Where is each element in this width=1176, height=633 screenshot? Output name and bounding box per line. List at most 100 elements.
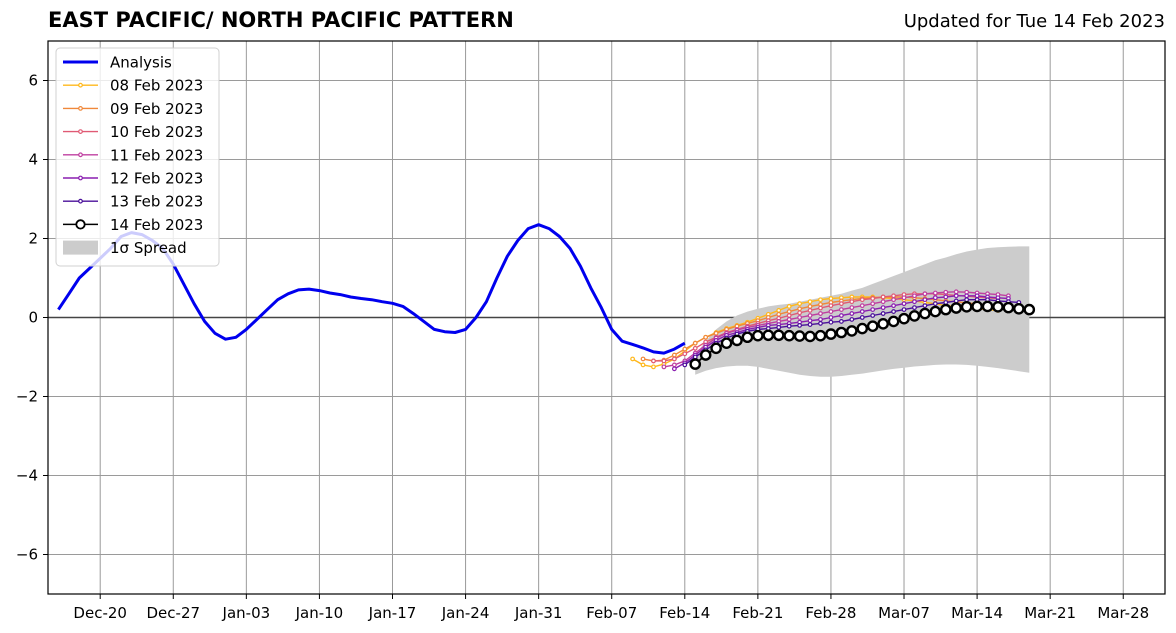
series-point bbox=[932, 301, 938, 307]
series-point bbox=[671, 356, 677, 362]
legend-entry-label: 1σ Spread bbox=[110, 239, 187, 257]
x-tick-label: Jan-31 bbox=[514, 604, 563, 622]
series-point bbox=[901, 307, 907, 313]
series-point-current bbox=[814, 329, 827, 342]
series-point bbox=[912, 305, 917, 311]
series-point-current bbox=[971, 300, 983, 313]
y-tick-label: −4 bbox=[16, 467, 38, 485]
series-point bbox=[838, 301, 844, 307]
series-point bbox=[797, 306, 803, 312]
series-point bbox=[953, 289, 959, 295]
series-point-current bbox=[741, 331, 754, 344]
series-point bbox=[859, 303, 865, 309]
x-tick-label: Dec-27 bbox=[147, 604, 201, 622]
y-tick-label: −2 bbox=[16, 388, 38, 406]
series-point bbox=[682, 362, 688, 368]
series-point bbox=[849, 311, 855, 316]
series-point bbox=[786, 304, 792, 309]
series-point bbox=[849, 317, 855, 322]
series-point bbox=[870, 307, 876, 313]
series-point-current bbox=[866, 320, 879, 332]
y-tick-label: 4 bbox=[28, 151, 38, 169]
series-point bbox=[671, 352, 677, 358]
series-point bbox=[682, 351, 688, 357]
series-point bbox=[849, 305, 855, 311]
series-point bbox=[703, 334, 709, 340]
series-point bbox=[797, 310, 803, 316]
series-point bbox=[640, 362, 646, 368]
series-point bbox=[901, 301, 907, 307]
series-point-current bbox=[762, 329, 775, 342]
legend-entry-label: 10 Feb 2023 bbox=[110, 123, 203, 141]
legend-entry-label: 09 Feb 2023 bbox=[110, 100, 203, 118]
legend-entry-label: 08 Feb 2023 bbox=[110, 77, 203, 95]
x-tick-label: Mar-14 bbox=[951, 604, 1003, 622]
series-point bbox=[859, 297, 865, 303]
series-point bbox=[818, 321, 823, 326]
series-point bbox=[776, 311, 782, 317]
series-point bbox=[953, 293, 959, 299]
series-point bbox=[786, 313, 792, 318]
series-point-current bbox=[689, 358, 702, 370]
series-point bbox=[797, 323, 803, 328]
y-tick-label: 2 bbox=[28, 230, 38, 248]
series-point bbox=[807, 307, 813, 313]
series-point-current bbox=[1002, 301, 1015, 314]
series-point bbox=[671, 366, 677, 372]
legend-entry-label: Analysis bbox=[110, 54, 172, 72]
x-tick-label: Dec-20 bbox=[73, 604, 127, 622]
legend-swatch-marker bbox=[75, 219, 86, 230]
series-point-current bbox=[752, 329, 764, 342]
series-point bbox=[828, 296, 834, 301]
series-point-current bbox=[1023, 303, 1036, 316]
series-line-forecast bbox=[653, 293, 999, 362]
series-point bbox=[828, 309, 834, 314]
legend-swatch-marker bbox=[78, 175, 83, 181]
series-point bbox=[818, 305, 823, 311]
series-point bbox=[640, 356, 646, 362]
series-point-current bbox=[887, 315, 900, 328]
x-tick-label: Mar-21 bbox=[1024, 604, 1076, 622]
legend-swatch-marker bbox=[78, 152, 83, 158]
x-tick-label: Mar-07 bbox=[878, 604, 930, 622]
series-point bbox=[922, 297, 928, 303]
series-point bbox=[891, 293, 896, 299]
x-tick-label: Feb-21 bbox=[732, 604, 783, 622]
series-point bbox=[828, 319, 834, 325]
x-tick-label: Jan-10 bbox=[295, 604, 344, 622]
series-point-current bbox=[939, 303, 952, 316]
series-point bbox=[943, 300, 949, 305]
series-point bbox=[870, 301, 876, 307]
series-point-current bbox=[919, 307, 931, 320]
series-point bbox=[838, 313, 844, 318]
series-point bbox=[807, 299, 813, 305]
series-point-current bbox=[960, 301, 973, 313]
legend-box bbox=[55, 47, 220, 267]
series-point-current bbox=[981, 300, 994, 313]
legend-swatch-marker bbox=[78, 105, 83, 111]
series-point bbox=[807, 318, 813, 324]
x-tick-label: Mar-28 bbox=[1097, 604, 1149, 622]
series-point-current bbox=[1013, 303, 1025, 315]
series-point bbox=[807, 304, 813, 309]
series-point bbox=[943, 289, 949, 295]
series-point bbox=[870, 313, 876, 318]
series-point bbox=[838, 307, 844, 313]
series-point bbox=[880, 311, 886, 316]
legend-entry-label: 12 Feb 2023 bbox=[110, 170, 203, 188]
series-point-current bbox=[793, 330, 806, 342]
series-point-current bbox=[699, 349, 712, 361]
legend-swatch-spread bbox=[63, 240, 98, 255]
series-point bbox=[797, 301, 803, 307]
series-point bbox=[859, 309, 865, 314]
series-point bbox=[922, 303, 928, 309]
series-point bbox=[880, 305, 886, 311]
series-point bbox=[964, 293, 970, 299]
series-point bbox=[807, 313, 813, 318]
series-point bbox=[818, 311, 823, 316]
series-point bbox=[661, 364, 667, 370]
series-point bbox=[849, 299, 855, 305]
series-point bbox=[651, 358, 656, 364]
series-point bbox=[870, 296, 876, 301]
series-point-current bbox=[908, 310, 921, 322]
